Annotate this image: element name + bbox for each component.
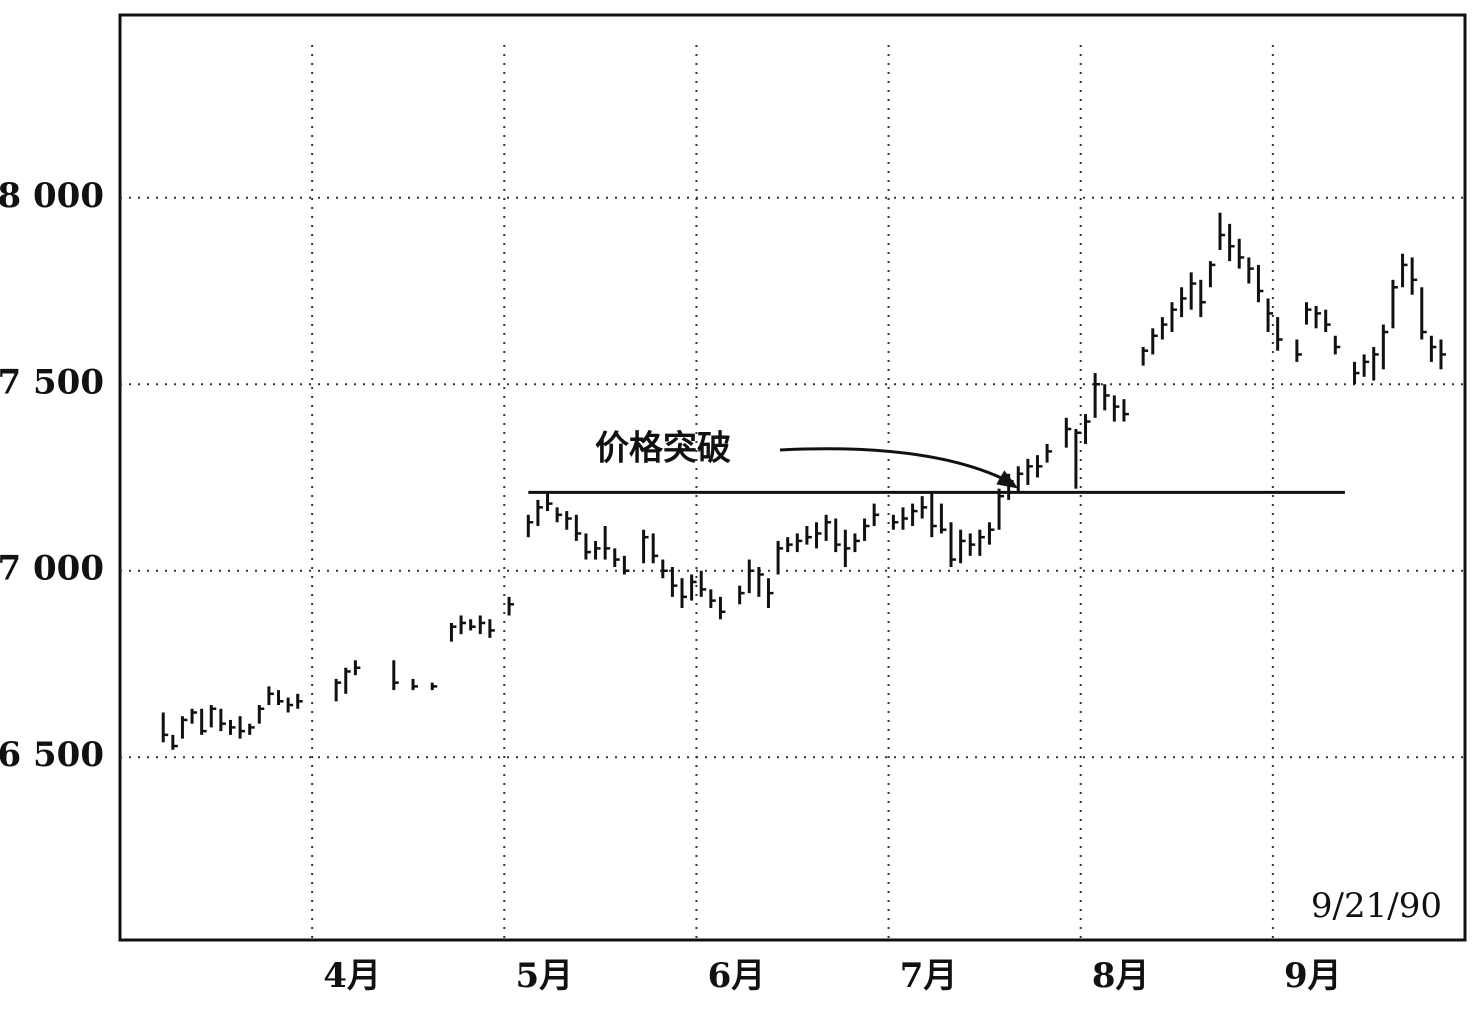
y-tick-label: 7 500 bbox=[0, 362, 104, 402]
x-tick-label: 9月 bbox=[1284, 956, 1342, 996]
annotation: 价格突破 bbox=[595, 429, 731, 469]
x-tick-label: 6月 bbox=[708, 956, 766, 996]
plot-frame bbox=[118, 13, 1467, 942]
x-tick-label: 8月 bbox=[1092, 956, 1150, 996]
y-tick-label: 7 000 bbox=[0, 549, 104, 589]
x-tick-label: 5月 bbox=[515, 956, 573, 996]
arrow-head bbox=[996, 470, 1019, 489]
x-tick-label: 4月 bbox=[323, 956, 381, 996]
x-tick-label: 7月 bbox=[900, 956, 958, 996]
y-tick-label: 8 000 bbox=[0, 176, 104, 216]
y-tick-label: 6 500 bbox=[0, 735, 104, 775]
date-note: 9/21/90 bbox=[1311, 886, 1442, 926]
annotation-arrow bbox=[779, 447, 1015, 486]
